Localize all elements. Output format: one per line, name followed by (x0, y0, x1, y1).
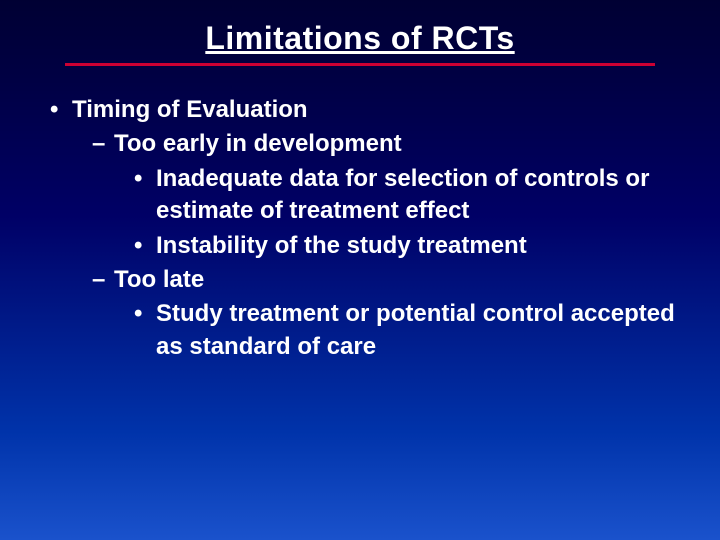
bullet-text: Study treatment or potential control acc… (156, 300, 675, 359)
bullet-text: Timing of Evaluation (72, 96, 308, 123)
bullet-icon: • (50, 94, 72, 126)
bullet-text: Too late (114, 266, 204, 293)
bullet-icon: • (134, 163, 156, 195)
bullet-icon: • (134, 298, 156, 330)
bullet-icon: • (134, 230, 156, 262)
slide-title: Limitations of RCTs (0, 20, 720, 57)
bullet-level2: –Too early in development (30, 128, 690, 160)
bullet-level3: •Instability of the study treatment (30, 230, 690, 262)
slide-container: Limitations of RCTs •Timing of Evaluatio… (0, 0, 720, 540)
bullet-level3: •Study treatment or potential control ac… (30, 298, 690, 363)
bullet-text: Instability of the study treatment (156, 232, 527, 259)
dash-icon: – (92, 128, 114, 160)
slide-body: •Timing of Evaluation –Too early in deve… (0, 94, 720, 363)
bullet-level3: •Inadequate data for selection of contro… (30, 163, 690, 228)
bullet-text: Too early in development (114, 130, 402, 157)
dash-icon: – (92, 264, 114, 296)
bullet-level2: –Too late (30, 264, 690, 296)
bullet-level1: •Timing of Evaluation (30, 94, 690, 126)
bullet-text: Inadequate data for selection of control… (156, 165, 649, 224)
title-underline (65, 63, 655, 66)
